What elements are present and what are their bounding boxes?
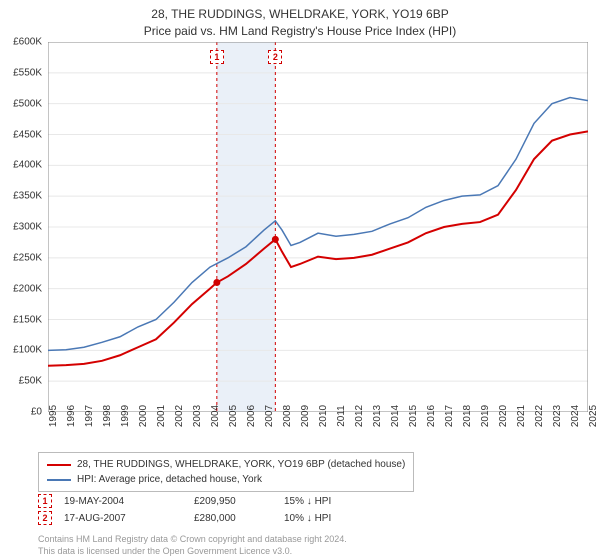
chart-legend: 28, THE RUDDINGS, WHELDRAKE, YORK, YO19 … (38, 452, 414, 492)
x-axis-tick-label: 1997 (84, 405, 95, 427)
x-axis-tick-label: 2024 (570, 405, 581, 427)
sale-date: 17-AUG-2007 (64, 513, 194, 524)
x-axis-tick-label: 2003 (192, 405, 203, 427)
chart-area: £0£50K£100K£150K£200K£250K£300K£350K£400… (48, 42, 588, 412)
footer-attribution: Contains HM Land Registry data © Crown c… (38, 534, 347, 557)
sale-markers-table: 1 19-MAY-2004 £209,950 15% ↓ HPI 2 17-AU… (38, 494, 354, 528)
y-axis-tick-label: £600K (2, 37, 42, 48)
x-axis-tick-label: 2005 (228, 405, 239, 427)
sale-vs-hpi: 10% ↓ HPI (284, 513, 354, 524)
line-chart (48, 42, 588, 412)
sale-date: 19-MAY-2004 (64, 496, 194, 507)
x-axis-tick-label: 1995 (48, 405, 59, 427)
y-axis-tick-label: £100K (2, 345, 42, 356)
x-axis-tick-label: 2008 (282, 405, 293, 427)
legend-item-property: 28, THE RUDDINGS, WHELDRAKE, YORK, YO19 … (47, 457, 405, 472)
x-axis-tick-label: 2010 (318, 405, 329, 427)
sale-row: 1 19-MAY-2004 £209,950 15% ↓ HPI (38, 494, 354, 508)
x-axis-tick-label: 1996 (66, 405, 77, 427)
x-axis-tick-label: 2020 (498, 405, 509, 427)
chart-marker-box: 1 (210, 50, 224, 64)
x-axis-tick-label: 2006 (246, 405, 257, 427)
x-axis-tick-label: 1998 (102, 405, 113, 427)
legend-swatch-hpi (47, 479, 71, 481)
x-axis-tick-label: 2000 (138, 405, 149, 427)
y-axis-tick-label: £0 (2, 407, 42, 418)
y-axis-tick-label: £400K (2, 160, 42, 171)
x-axis-tick-label: 2004 (210, 405, 221, 427)
x-axis-tick-label: 2025 (588, 405, 599, 427)
footer-line1: Contains HM Land Registry data © Crown c… (38, 534, 347, 546)
sale-price: £280,000 (194, 513, 284, 524)
x-axis-tick-label: 2007 (264, 405, 275, 427)
chart-title-block: 28, THE RUDDINGS, WHELDRAKE, YORK, YO19 … (0, 0, 600, 40)
sale-vs-hpi: 15% ↓ HPI (284, 496, 354, 507)
x-axis-tick-label: 2022 (534, 405, 545, 427)
x-axis-tick-label: 2023 (552, 405, 563, 427)
x-axis-tick-label: 2012 (354, 405, 365, 427)
title-address: 28, THE RUDDINGS, WHELDRAKE, YORK, YO19 … (0, 6, 600, 23)
x-axis-tick-label: 2017 (444, 405, 455, 427)
sale-marker-icon: 2 (38, 511, 52, 525)
x-axis-tick-label: 2021 (516, 405, 527, 427)
x-axis-tick-label: 2011 (336, 405, 347, 427)
y-axis-tick-label: £200K (2, 283, 42, 294)
legend-label-property: 28, THE RUDDINGS, WHELDRAKE, YORK, YO19 … (77, 457, 405, 472)
footer-line2: This data is licensed under the Open Gov… (38, 546, 347, 558)
x-axis-tick-label: 2009 (300, 405, 311, 427)
x-axis-tick-label: 2002 (174, 405, 185, 427)
y-axis-tick-label: £450K (2, 129, 42, 140)
y-axis-tick-label: £350K (2, 191, 42, 202)
x-axis-tick-label: 2014 (390, 405, 401, 427)
sale-price: £209,950 (194, 496, 284, 507)
y-axis-tick-label: £550K (2, 67, 42, 78)
y-axis-tick-label: £500K (2, 98, 42, 109)
x-axis-tick-label: 2015 (408, 405, 419, 427)
x-axis-tick-label: 2016 (426, 405, 437, 427)
y-axis-tick-label: £300K (2, 222, 42, 233)
sale-row: 2 17-AUG-2007 £280,000 10% ↓ HPI (38, 511, 354, 525)
x-axis-tick-label: 2019 (480, 405, 491, 427)
legend-swatch-property (47, 464, 71, 466)
legend-item-hpi: HPI: Average price, detached house, York (47, 472, 405, 487)
x-axis-tick-label: 2001 (156, 405, 167, 427)
y-axis-tick-label: £50K (2, 376, 42, 387)
x-axis-tick-label: 2013 (372, 405, 383, 427)
x-axis-tick-label: 1999 (120, 405, 131, 427)
chart-marker-box: 2 (268, 50, 282, 64)
title-subtitle: Price paid vs. HM Land Registry's House … (0, 23, 600, 40)
sale-marker-icon: 1 (38, 494, 52, 508)
y-axis-tick-label: £250K (2, 252, 42, 263)
x-axis-tick-label: 2018 (462, 405, 473, 427)
legend-label-hpi: HPI: Average price, detached house, York (77, 472, 262, 487)
y-axis-tick-label: £150K (2, 314, 42, 325)
